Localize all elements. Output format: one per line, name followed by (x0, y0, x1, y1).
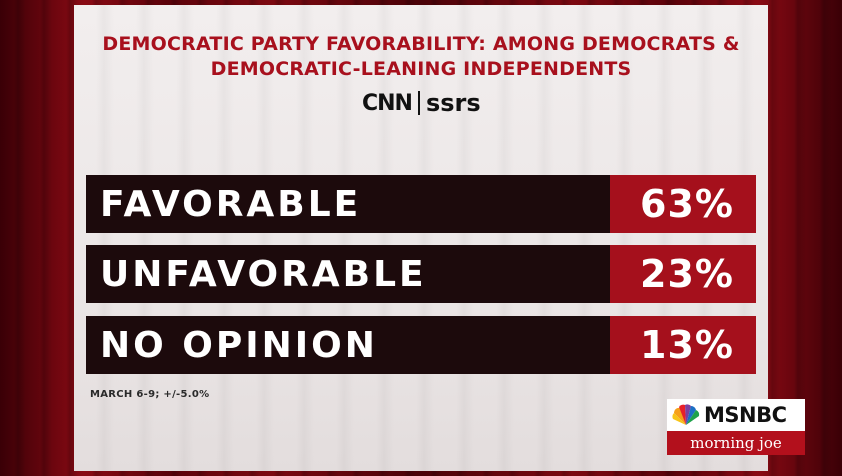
network-badge: MSNBC morning joe (667, 399, 805, 455)
bar-row-unfavorable: UNFAVORABLE 23% (86, 245, 756, 303)
show-name: morning joe (667, 431, 805, 455)
source-logo: CNN ssrs (362, 88, 481, 118)
logo-divider (417, 91, 420, 115)
bar-row-favorable: FAVORABLE 63% (86, 175, 756, 233)
chart-title-line-2: DEMOCRATIC-LEANING INDEPENDENTS (210, 58, 632, 80)
chart-title-line-1: DEMOCRATIC PARTY FAVORABILITY: AMONG DEM… (102, 33, 740, 55)
bar-label-no-opinion: NO OPINION (86, 316, 610, 374)
cnn-logo: CNN (362, 90, 413, 116)
ssrs-logo: ssrs (425, 89, 481, 117)
bar-value-unfavorable: 23% (610, 245, 756, 303)
network-logo: MSNBC (667, 399, 805, 431)
bar-value-no-opinion: 13% (610, 316, 756, 374)
bar-value-favorable: 63% (610, 175, 756, 233)
bar-row-no-opinion: NO OPINION 13% (86, 316, 756, 374)
network-name: MSNBC (704, 403, 787, 427)
graphic-card (74, 5, 768, 471)
footnote: MARCH 6-9; +/-5.0% (90, 389, 210, 400)
bar-label-unfavorable: UNFAVORABLE (86, 245, 610, 303)
peacock-icon (672, 404, 700, 425)
bar-label-favorable: FAVORABLE (86, 175, 610, 233)
chart-title: DEMOCRATIC PARTY FAVORABILITY: AMONG DEM… (74, 32, 768, 82)
